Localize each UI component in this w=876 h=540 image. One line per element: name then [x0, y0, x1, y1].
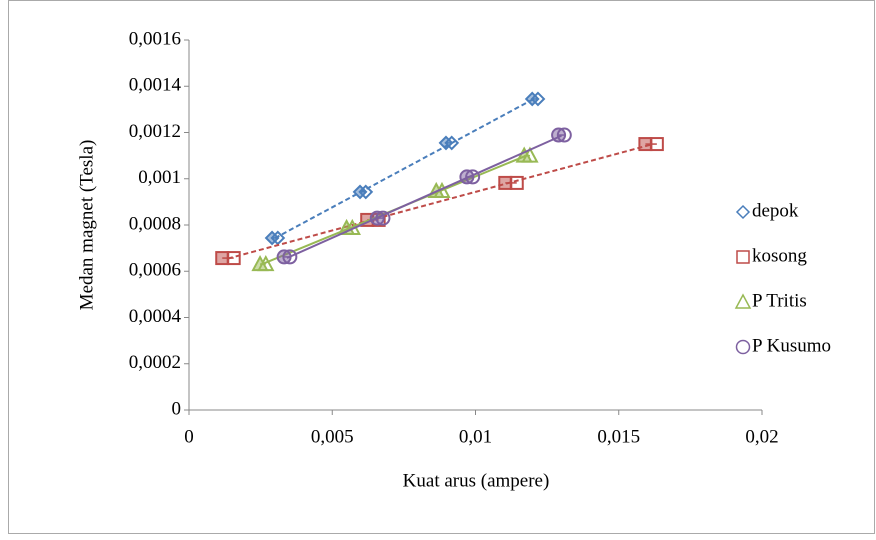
point — [215, 251, 230, 266]
legend-label: kosong — [752, 245, 807, 266]
point — [509, 175, 524, 190]
point — [270, 230, 286, 246]
y-tick-label: 0,0012 — [129, 121, 181, 142]
point — [226, 251, 241, 266]
trendline — [274, 97, 536, 240]
y-tick-label: 0,0002 — [129, 352, 181, 373]
x-tick-label: 0,01 — [459, 426, 492, 447]
point — [257, 254, 275, 272]
legend-label: P Kusumo — [752, 335, 831, 356]
point — [556, 127, 572, 143]
x-tick-label: 0,02 — [745, 426, 778, 447]
legend-label: P Tritis — [752, 290, 807, 311]
y-tick-label: 0,0006 — [129, 260, 181, 281]
y-tick-label: 0,0004 — [129, 306, 182, 327]
point — [375, 210, 391, 226]
y-tick-label: 0 — [172, 398, 182, 419]
point — [444, 135, 460, 151]
legend-marker — [735, 204, 751, 220]
x-tick-label: 0 — [184, 426, 194, 447]
x-tick-label: 0,005 — [311, 426, 354, 447]
x-axis-title: Kuat arus (ampere) — [403, 470, 550, 491]
legend-label: depok — [752, 200, 799, 221]
x-tick-label: 0,015 — [597, 426, 640, 447]
point — [530, 91, 546, 107]
point — [498, 175, 513, 190]
chart-frame — [8, 0, 875, 534]
point — [465, 169, 481, 185]
y-tick-label: 0,0014 — [129, 75, 182, 96]
point — [649, 137, 664, 152]
y-tick-label: 0,0008 — [129, 213, 181, 234]
legend-marker — [734, 293, 752, 309]
y-axis-title: Medan magnet (Tesla) — [76, 140, 97, 311]
y-tick-label: 0,001 — [138, 167, 181, 188]
legend-marker — [736, 250, 750, 264]
legend-marker — [735, 339, 751, 355]
point — [638, 137, 653, 152]
point — [282, 249, 298, 265]
y-tick-label: 0,0016 — [129, 28, 181, 49]
trendline — [227, 143, 652, 260]
trendline — [286, 134, 562, 259]
point — [358, 184, 374, 200]
point — [521, 146, 539, 163]
